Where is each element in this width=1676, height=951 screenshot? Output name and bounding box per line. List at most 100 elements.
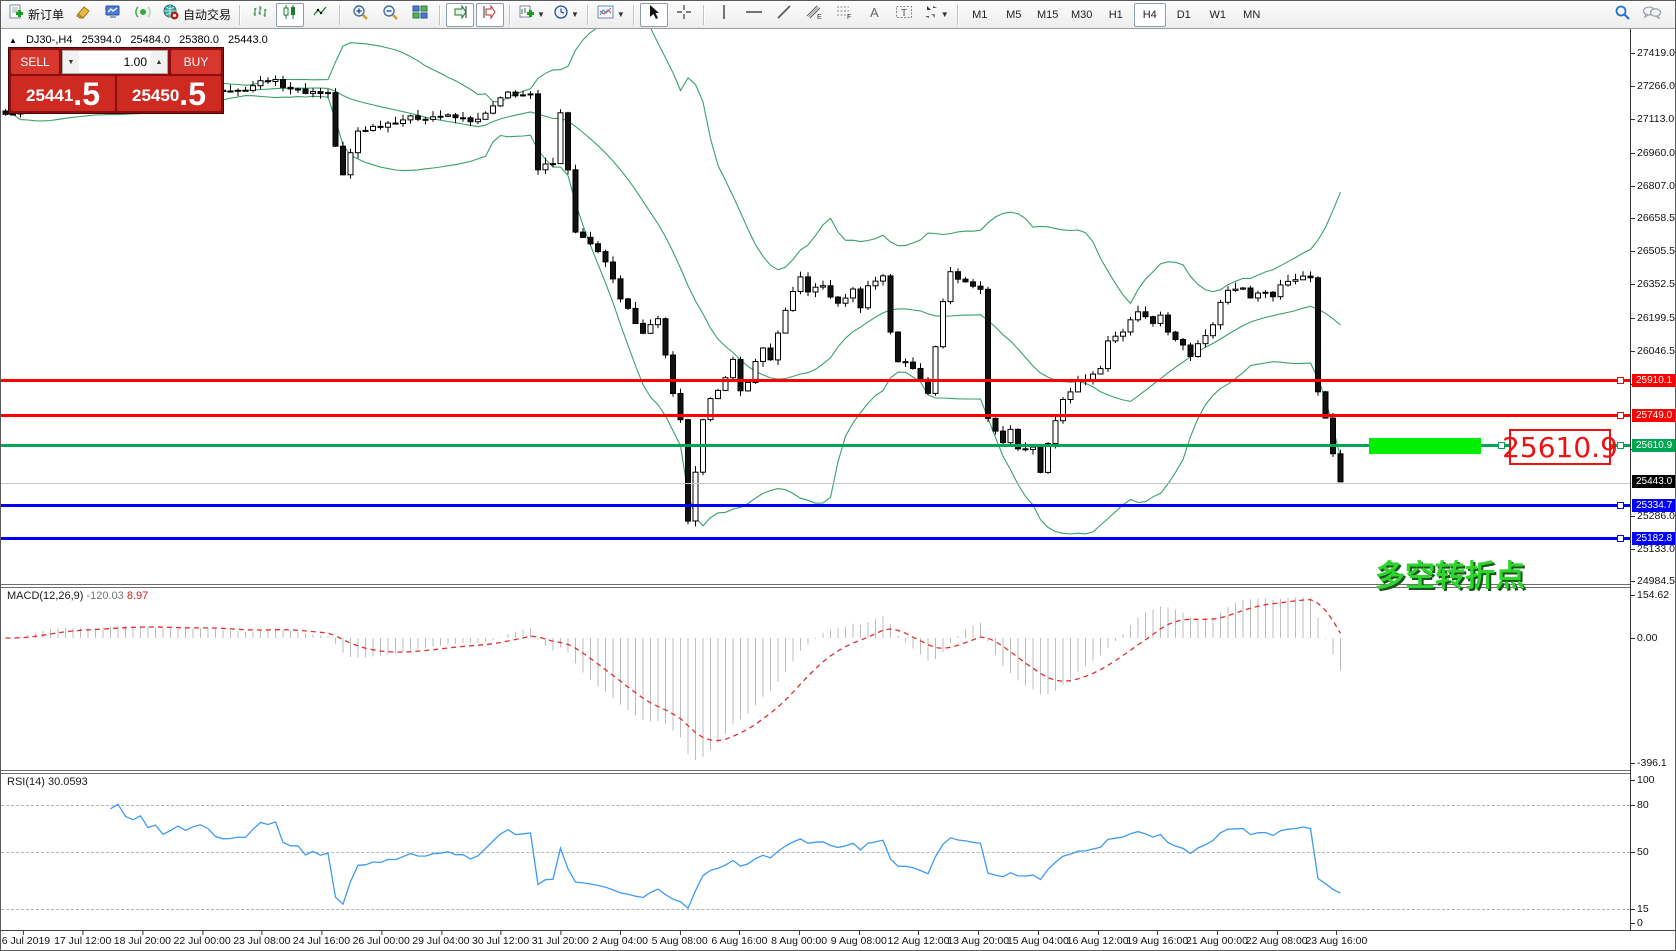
candle-bull: [1105, 340, 1111, 370]
candle-bull: [370, 125, 376, 131]
pane-separator[interactable]: [1, 770, 1675, 771]
turning-point-annotation[interactable]: 多空转折点: [1375, 560, 1525, 593]
horizontal-line-25610.9[interactable]: [1, 443, 1630, 447]
horizontal-line-25749.0[interactable]: [1, 413, 1630, 417]
timeframe-button-mn[interactable]: MN: [1243, 8, 1261, 21]
new-chart-button[interactable]: ▼: [516, 3, 548, 27]
toolbar-separator: [702, 4, 705, 25]
buy-price-display[interactable]: 25450 .5: [117, 76, 221, 111]
time-tick: 6 Aug 16:00: [711, 931, 768, 947]
trendline-button[interactable]: [770, 3, 798, 27]
timeframe-button-m5[interactable]: M5: [1006, 8, 1022, 21]
one-click-trading-panel: SELL ▼ 1.00 ▲ BUY 25441 .5 25450 .5: [9, 48, 223, 113]
one-click-collapse-icon[interactable]: ▲: [9, 36, 17, 45]
candle-bull: [475, 118, 481, 123]
candle-bear: [827, 285, 834, 298]
horizontal-line-25910.1[interactable]: [1, 378, 1630, 382]
new-order-button[interactable]: 新订单: [5, 3, 67, 27]
candlestick-chart-icon: [282, 4, 298, 25]
timeframe-button-m30[interactable]: M30: [1071, 8, 1093, 21]
zoom-in-button[interactable]: [346, 3, 374, 27]
candle-bear: [1142, 311, 1149, 318]
candle-bull: [1240, 287, 1246, 290]
crosshair-button[interactable]: [670, 3, 698, 27]
timeframe-button-m1[interactable]: M1: [972, 8, 988, 21]
candle-bull: [947, 271, 954, 303]
candle-bull: [550, 163, 556, 166]
pane-separator[interactable]: [1, 584, 1675, 585]
line-handle[interactable]: [1617, 376, 1624, 384]
signals-button[interactable]: [129, 3, 157, 27]
volume-input[interactable]: 1.00: [123, 55, 147, 69]
search-button[interactable]: [1608, 3, 1636, 27]
toolbar-separator: [586, 4, 589, 25]
text-button[interactable]: A: [860, 3, 888, 27]
chat-button[interactable]: [1638, 3, 1666, 27]
timeframe-button-h1[interactable]: H1: [1108, 8, 1123, 21]
rsi-value: 30.0593: [47, 776, 88, 788]
candle-bear: [1315, 277, 1321, 393]
price-tick-27419.0: 27419.0: [1630, 47, 1675, 59]
candle-bear: [617, 278, 624, 300]
candle-bull: [1277, 284, 1284, 298]
signals-icon: [135, 4, 151, 25]
line-chart-button[interactable]: [306, 3, 334, 27]
candle-bull: [775, 332, 781, 361]
rsi-pane[interactable]: [1, 774, 1630, 930]
timeframe-button-w1[interactable]: W1: [1209, 8, 1226, 21]
cursor-button[interactable]: [639, 2, 668, 27]
buy-price-main: 25450: [132, 86, 180, 105]
arrows-button[interactable]: ▼: [920, 3, 952, 27]
periods-button[interactable]: ▼: [550, 3, 582, 27]
candle-bull: [557, 112, 564, 165]
indicators-button[interactable]: ▼: [594, 3, 628, 27]
macd-signal-value: 8.97: [126, 590, 149, 602]
toolbar-separator: [632, 4, 635, 25]
line-handle[interactable]: [1617, 411, 1624, 419]
price-callout-box[interactable]: 25610.9: [1502, 429, 1618, 465]
chart-shift-button[interactable]: [476, 2, 505, 27]
time-tick: 23 Aug 16:00: [1305, 931, 1368, 947]
bar-chart-button[interactable]: [246, 3, 274, 27]
candle-bear: [340, 145, 346, 176]
timeframe-button-d1[interactable]: D1: [1176, 8, 1191, 21]
time-axis[interactable]: 16 Jul 2019 17 Jul 12:00 18 Jul 20:00 22 Ju…: [1, 930, 1675, 950]
vertical-line-button[interactable]: [710, 3, 738, 27]
candlestick-chart-button[interactable]: [276, 2, 305, 27]
equidistant-channel-button[interactable]: E: [800, 3, 828, 27]
cursor-icon: [647, 4, 661, 25]
horizontal-line-25334.7[interactable]: [1, 503, 1630, 507]
sell-button[interactable]: SELL: [11, 50, 59, 74]
sell-price-main: 25441: [26, 86, 74, 105]
candle-bull: [782, 309, 789, 334]
line-handle[interactable]: [1617, 441, 1624, 449]
volume-increase-button[interactable]: ▲: [151, 51, 167, 73]
market-watch-button[interactable]: [99, 3, 127, 27]
line-handle[interactable]: [1498, 441, 1505, 449]
text-label-button[interactable]: T: [890, 3, 918, 27]
candle-bear: [805, 276, 811, 293]
volume-decrease-button[interactable]: ▼: [63, 51, 79, 73]
line-handle[interactable]: [1617, 501, 1624, 509]
timeframe-button-m15[interactable]: M15: [1037, 8, 1059, 21]
buy-button[interactable]: BUY: [171, 50, 221, 74]
sell-price-display[interactable]: 25441 .5: [11, 76, 115, 111]
profiles-button[interactable]: [69, 3, 97, 27]
line-handle[interactable]: [1617, 534, 1624, 542]
autotrading-button[interactable]: 自动交易: [159, 3, 234, 27]
price-tick-27113.0: 27113.0: [1629, 113, 1675, 126]
candle-bear: [1037, 446, 1044, 473]
auto-scroll-button[interactable]: [446, 2, 475, 27]
price-axis[interactable]: 25910.1 25749.0 25610.9 25334.7 25182.8 25443…: [1629, 29, 1675, 931]
macd-pane[interactable]: [1, 588, 1630, 770]
tile-windows-button[interactable]: [406, 3, 434, 27]
fibonacci-button[interactable]: F: [830, 3, 858, 27]
horizontal-line-button[interactable]: [740, 3, 768, 27]
timeframe-button-h4[interactable]: H4: [1133, 2, 1166, 27]
highlight-rectangle[interactable]: [1369, 438, 1481, 454]
candle-bull: [1232, 288, 1239, 291]
zoom-out-button[interactable]: [376, 3, 404, 27]
horizontal-line-25182.8[interactable]: [1, 536, 1630, 540]
price-chart-pane[interactable]: [1, 29, 1630, 585]
time-tick: 29 Jul 04:00: [412, 931, 470, 947]
